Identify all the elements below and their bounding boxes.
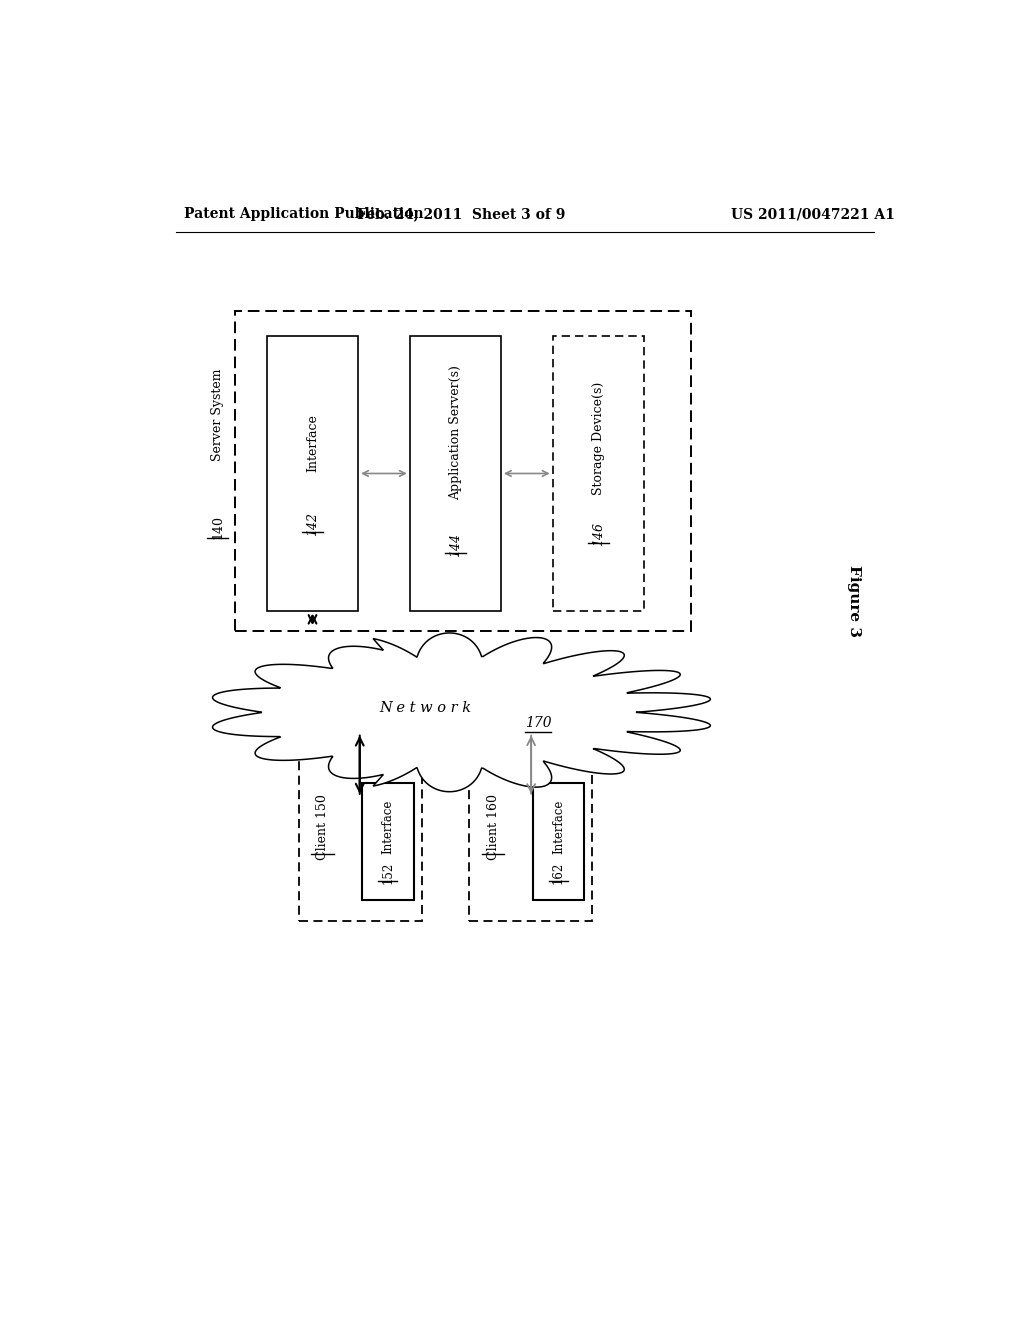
Bar [362,784,414,900]
Bar [553,337,644,611]
Bar [532,784,585,900]
Text: Figure 3: Figure 3 [847,565,861,636]
Text: 142: 142 [306,512,319,536]
Text: 170: 170 [524,715,552,730]
Bar [469,733,592,921]
Text: N e t w o r k: N e t w o r k [380,701,472,715]
Text: 146: 146 [592,523,605,546]
Polygon shape [213,634,711,792]
Text: Feb. 24, 2011  Sheet 3 of 9: Feb. 24, 2011 Sheet 3 of 9 [357,207,565,222]
Text: Interface: Interface [306,414,319,473]
Text: Storage Device(s): Storage Device(s) [592,381,605,495]
Text: Interface: Interface [552,800,565,854]
Text: Client 150: Client 150 [316,793,329,859]
Text: 144: 144 [449,533,462,557]
Text: Client 160: Client 160 [486,793,500,859]
Text: Patent Application Publication: Patent Application Publication [183,207,423,222]
Bar [299,733,422,921]
Bar [267,337,358,611]
Text: 152: 152 [381,861,394,883]
Text: Interface: Interface [381,800,394,854]
Text: 162: 162 [552,861,565,883]
Text: Server System: Server System [211,368,224,461]
Text: US 2011/0047221 A1: US 2011/0047221 A1 [731,207,895,222]
Text: Application Server(s): Application Server(s) [449,366,462,500]
Bar [236,312,691,631]
Text: 140: 140 [211,515,224,539]
Bar [410,337,501,611]
